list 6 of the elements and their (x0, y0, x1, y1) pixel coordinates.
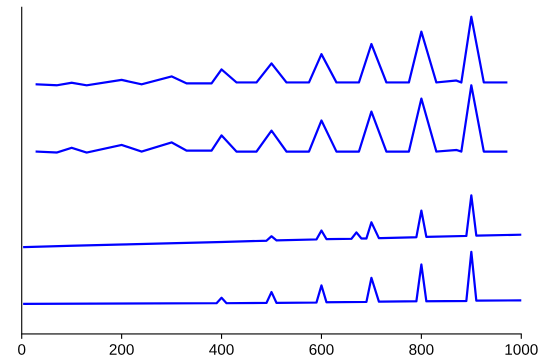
x-tick-label: 200 (110, 344, 134, 355)
x-tick-label: 600 (309, 344, 334, 355)
x-tick-label: 400 (209, 344, 234, 355)
x-tick-label: 800 (409, 344, 434, 355)
x-tick-label: 0 (18, 344, 26, 355)
x-tick-label: 1000 (505, 344, 538, 355)
